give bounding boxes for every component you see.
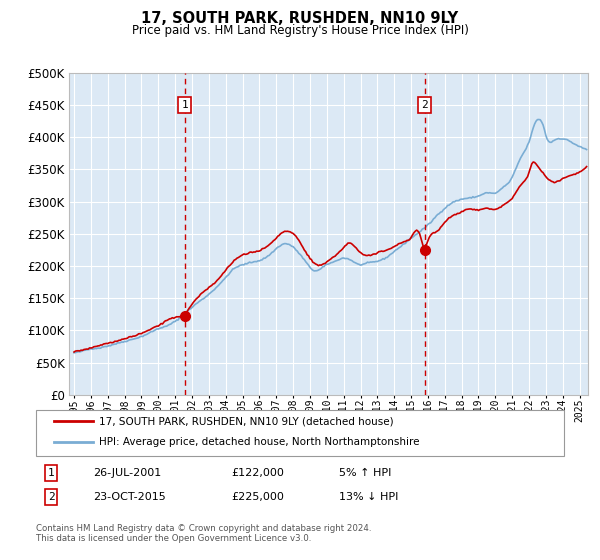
- Text: 2: 2: [47, 492, 55, 502]
- Text: 1: 1: [47, 468, 55, 478]
- Text: 23-OCT-2015: 23-OCT-2015: [93, 492, 166, 502]
- Text: Contains HM Land Registry data © Crown copyright and database right 2024.
This d: Contains HM Land Registry data © Crown c…: [36, 524, 371, 543]
- Text: 17, SOUTH PARK, RUSHDEN, NN10 9LY: 17, SOUTH PARK, RUSHDEN, NN10 9LY: [142, 11, 458, 26]
- Text: 13% ↓ HPI: 13% ↓ HPI: [339, 492, 398, 502]
- Text: 5% ↑ HPI: 5% ↑ HPI: [339, 468, 391, 478]
- Text: 2: 2: [421, 100, 428, 110]
- Text: 1: 1: [181, 100, 188, 110]
- Text: HPI: Average price, detached house, North Northamptonshire: HPI: Average price, detached house, Nort…: [99, 437, 419, 447]
- Text: 26-JUL-2001: 26-JUL-2001: [93, 468, 161, 478]
- Text: 17, SOUTH PARK, RUSHDEN, NN10 9LY (detached house): 17, SOUTH PARK, RUSHDEN, NN10 9LY (detac…: [99, 416, 394, 426]
- Text: £122,000: £122,000: [231, 468, 284, 478]
- Text: Price paid vs. HM Land Registry's House Price Index (HPI): Price paid vs. HM Land Registry's House …: [131, 24, 469, 36]
- Text: £225,000: £225,000: [231, 492, 284, 502]
